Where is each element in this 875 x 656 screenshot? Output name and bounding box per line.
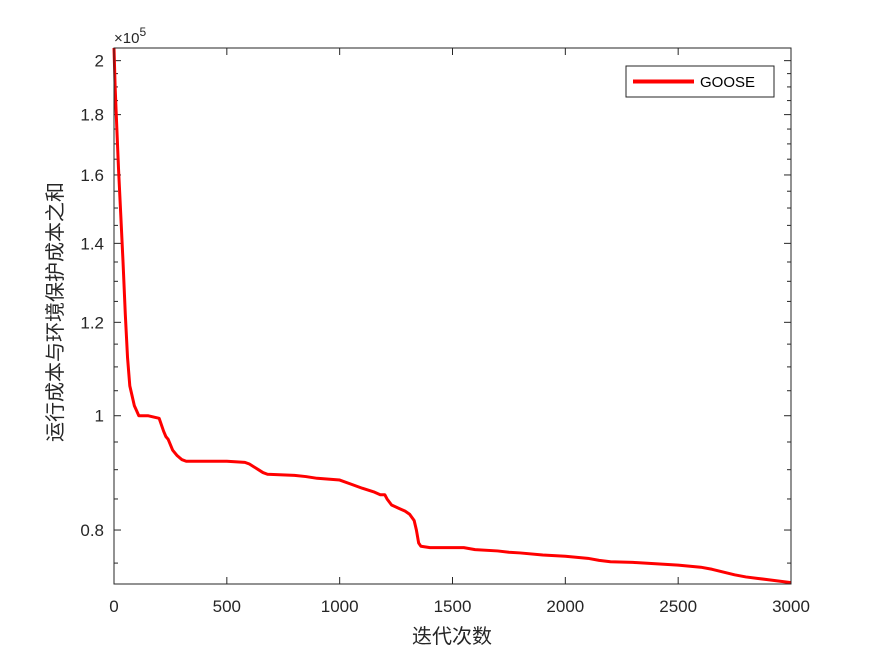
plot-area (114, 48, 791, 584)
x-tick-label: 0 (109, 597, 118, 616)
y-tick-label: 0.8 (80, 521, 104, 540)
x-axis-title: 迭代次数 (412, 624, 492, 648)
ticks-layer (113, 48, 792, 584)
series-line-goose (112, 47, 792, 585)
x-tick-label: 2000 (546, 597, 584, 616)
y-tick-label: 1.4 (80, 234, 104, 253)
x-tick-label: 500 (213, 597, 241, 616)
y-tick-label: 1.2 (80, 313, 104, 332)
x-tick-label: 2500 (659, 597, 697, 616)
series-layer (112, 47, 792, 585)
y-tick-label: 1.8 (80, 106, 104, 125)
x-tick-label: 1500 (434, 597, 472, 616)
y-tick-label: 1 (95, 407, 104, 426)
y-tick-label: 1.6 (80, 166, 104, 185)
legend: GOOSE (625, 65, 775, 98)
x-tick-label: 1000 (321, 597, 359, 616)
plot-frame (113, 47, 792, 585)
legend-label: GOOSE (700, 74, 755, 91)
y-axis-title: 运行成本与环境保护成本之和 (43, 182, 67, 442)
y-tick-label: 2 (95, 52, 104, 71)
y-exponent-label: ×105 (114, 25, 146, 47)
tick-labels-layer: 0 500 1000 1500 2000 2500 3000 0.8 1 1.2 1.4 1.6 1.8… (80, 52, 810, 616)
x-tick-label: 3000 (772, 597, 810, 616)
